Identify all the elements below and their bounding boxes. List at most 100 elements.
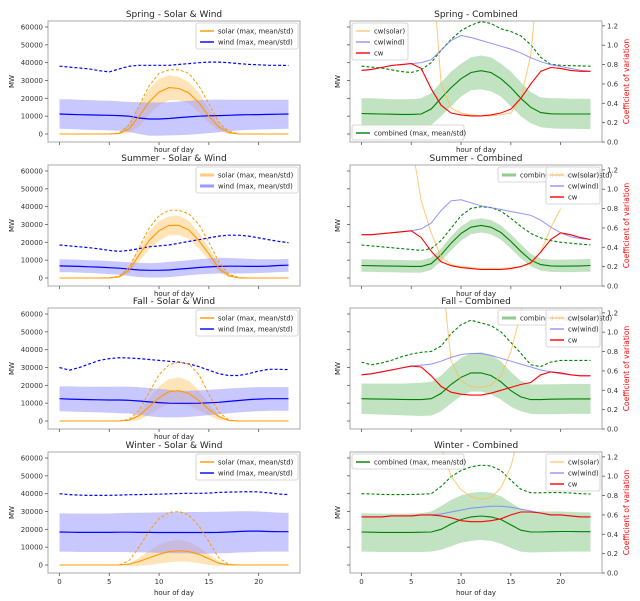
y2-tick-label: 0.8 <box>607 205 618 213</box>
combined-std-band <box>361 218 591 273</box>
y2-tick-label: 0.0 <box>607 570 618 578</box>
plot-area <box>59 61 289 136</box>
y-tick-label: 60000 <box>21 455 43 463</box>
legend-entry: solar (max, mean/std) <box>218 315 294 323</box>
x-tick-label: 10 <box>155 578 164 586</box>
plot-area <box>361 165 591 273</box>
legend: solar (max, mean/std) wind (max, mean/std… <box>195 453 299 481</box>
y2-tick-label: 0.6 <box>607 80 619 88</box>
x-axis-label: hour of day <box>154 146 194 154</box>
legend: solar (max, mean/std) wind (max, mean/std… <box>195 309 299 337</box>
y2-axis-label: Coefficient of variation <box>622 39 631 125</box>
y2-tick-label: 1.2 <box>607 309 618 317</box>
wind-max-line <box>59 234 289 252</box>
combined-std-band <box>361 352 591 416</box>
x-tick-label: 15 <box>506 578 515 586</box>
solar-mean-line <box>59 87 289 135</box>
y2-axis-label: Coefficient of variation <box>622 470 631 556</box>
y2-tick-label: 0.8 <box>607 61 618 69</box>
legend: solar (max, mean/std) wind (max, mean/std… <box>195 22 299 50</box>
x-axis-label: hour of day <box>456 589 496 597</box>
plot-area <box>59 491 289 566</box>
legend-frame <box>195 22 299 50</box>
x-axis-label: hour of day <box>456 290 496 298</box>
panel-winter-combined: Winter - Combined 0 5 10 15 20 hour of day MW 0.… <box>334 441 631 597</box>
panel-title: Spring - Solar & Wind <box>126 10 222 20</box>
legend-entry: solar (max, mean/std) <box>218 28 294 36</box>
y-tick-label: 10000 <box>21 113 43 121</box>
y-tick-label: 0 <box>39 562 43 570</box>
panel-spring-combined: Spring - Combined hour of day MW 0.0 0.2 0.4 0… <box>334 10 631 154</box>
legend-cv: cw(solar) cw(wind) cw <box>545 453 601 492</box>
y2-tick-label: 0.4 <box>607 387 619 395</box>
y-tick-label: 0 <box>39 418 43 426</box>
plot-area <box>59 357 289 422</box>
axes-frame <box>349 307 603 430</box>
y2-tick-label: 0.6 <box>607 511 619 519</box>
wind-max-line <box>59 491 289 496</box>
y2-tick-label: 0.2 <box>607 550 618 558</box>
wind-mean-line <box>59 264 289 271</box>
wind-std-band <box>59 257 289 278</box>
y-tick-label: 10000 <box>21 257 43 265</box>
y2-tick-label: 1.0 <box>607 473 618 481</box>
y-tick-label: 20000 <box>21 239 43 247</box>
legend-entry: cw(solar) <box>568 172 599 180</box>
plot-area <box>361 308 591 416</box>
y-axis-label: MW <box>334 219 342 232</box>
y-tick-label: 40000 <box>21 490 43 498</box>
y-tick-label: 40000 <box>21 203 43 211</box>
y2-tick-label: 0.2 <box>607 406 618 414</box>
wind-mean-line <box>59 398 289 404</box>
y2-tick-label: 0.2 <box>607 119 618 127</box>
y-tick-label: 30000 <box>21 508 43 516</box>
legend-entry: cw(wind) <box>374 39 405 47</box>
combined-mean-line <box>361 372 591 401</box>
legend-frame <box>351 124 465 141</box>
y-tick-label: 0 <box>39 275 43 283</box>
y-tick-label: 20000 <box>21 526 43 534</box>
y2-tick-label: 0.8 <box>607 348 618 356</box>
panel-summer-combined: Summer - Combined hour of day MW 0.0 0.2 0.4 0… <box>334 154 631 298</box>
legend-frame <box>195 166 299 194</box>
y-axis-label: MW <box>8 362 16 375</box>
y-tick-label: 30000 <box>21 77 43 85</box>
y2-tick-label: 1.2 <box>607 22 618 30</box>
x-tick-label: 0 <box>359 578 363 586</box>
x-tick-label: 5 <box>409 578 413 586</box>
axes-frame <box>349 451 603 574</box>
y-tick-label: 50000 <box>21 41 43 49</box>
x-tick-label: 20 <box>556 578 565 586</box>
legend-entry: wind (max, mean/std) <box>218 326 293 334</box>
solar-mean-line <box>59 390 289 422</box>
y2-tick-label: 1.0 <box>607 186 618 194</box>
y-axis-label: MW <box>8 219 16 232</box>
plot-area <box>361 452 591 553</box>
cw-solar-line <box>445 308 523 388</box>
plot-area <box>361 21 591 129</box>
y2-tick-label: 0.6 <box>607 224 619 232</box>
x-axis-label: hour of day <box>154 589 194 597</box>
legend-entry: solar (max, mean/std) <box>218 172 294 180</box>
y2-tick-label: 0.2 <box>607 263 618 271</box>
solar-std-band <box>59 215 289 278</box>
panel-summer-solar-wind: Summer - Solar & Wind hour of day 0 10000 20… <box>8 154 301 298</box>
legend-entry: cw <box>568 481 578 489</box>
panel-title: Summer - Solar & Wind <box>121 154 226 164</box>
solar-mean-line <box>59 550 289 566</box>
y-tick-label: 50000 <box>21 472 43 480</box>
legend-frame <box>351 22 409 61</box>
legend-frame <box>545 453 601 492</box>
axes-frame <box>47 164 301 287</box>
y-tick-label: 10000 <box>21 544 43 552</box>
legend-entry: wind (max, mean/std) <box>218 39 293 47</box>
legend-frame <box>195 309 299 337</box>
legend-entry: combined (max, mean/std) <box>374 130 467 138</box>
y-axis-label: MW <box>334 506 342 519</box>
legend-entry: cw(solar) <box>374 28 405 36</box>
x-tick-label: 10 <box>457 578 466 586</box>
y-axis-label: MW <box>8 75 16 88</box>
legend-entry: combined (max, mean/std) <box>374 459 467 467</box>
legend-cv: cw(solar) cw(wind) cw <box>545 166 601 205</box>
legend-entry: wind (max, mean/std) <box>218 470 293 478</box>
